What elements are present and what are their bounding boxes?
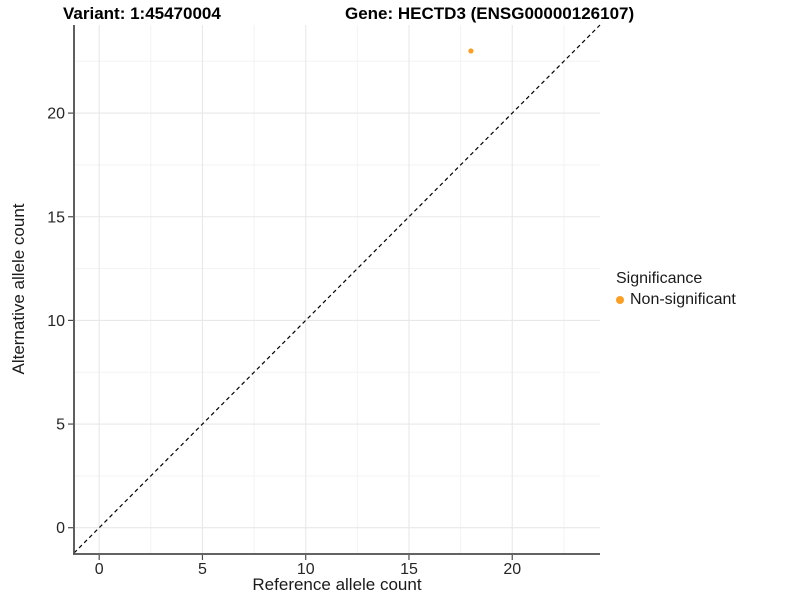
x-tick-label: 0 xyxy=(95,561,104,578)
x-tick-label: 20 xyxy=(503,561,521,578)
legend-entry-label: Non-significant xyxy=(630,291,736,308)
data-point xyxy=(468,48,474,54)
legend-entry: Non-significant xyxy=(616,291,736,309)
legend: Significance Non-significant xyxy=(616,270,736,309)
y-tick-label: 5 xyxy=(56,417,65,434)
y-tick-label: 15 xyxy=(47,209,65,226)
gene-title: Gene: HECTD3 (ENSG00000126107) xyxy=(345,4,635,23)
x-tick-label: 15 xyxy=(400,561,418,578)
legend-point-icon xyxy=(616,296,624,304)
x-tick-label: 10 xyxy=(297,561,315,578)
x-tick-label: 5 xyxy=(198,561,207,578)
variant-title: Variant: 1:45470004 xyxy=(63,4,221,23)
y-tick-label: 20 xyxy=(47,106,65,123)
y-tick-label: 0 xyxy=(56,520,65,537)
y-axis-title: Alternative allele count xyxy=(9,203,28,375)
legend-title: Significance xyxy=(616,270,703,287)
y-tick-label: 10 xyxy=(47,313,65,330)
x-axis-title: Reference allele count xyxy=(252,575,422,594)
identity-line xyxy=(73,24,601,554)
